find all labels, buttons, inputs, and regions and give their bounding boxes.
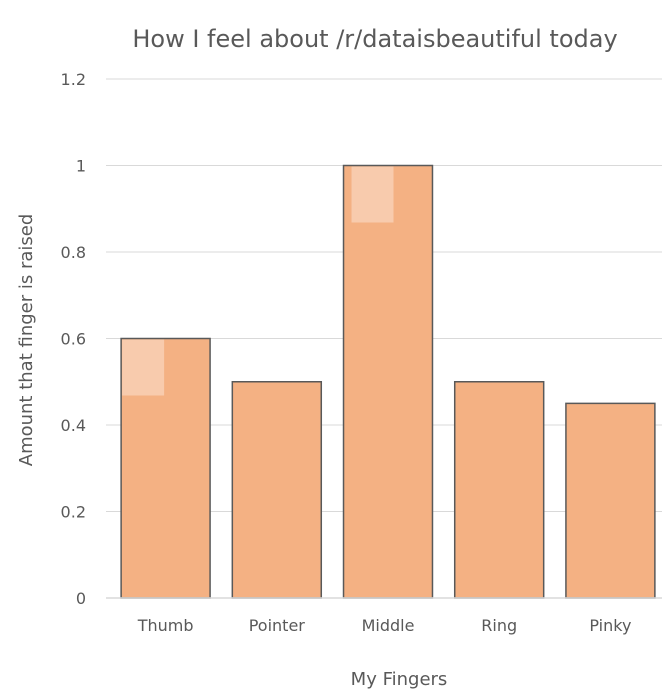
x-tick-label: Ring bbox=[481, 616, 517, 635]
x-tick-label: Pointer bbox=[249, 616, 306, 635]
bars bbox=[120, 164, 656, 599]
y-axis-label: Amount that finger is raised bbox=[16, 214, 37, 467]
bar-pinky bbox=[565, 402, 656, 599]
x-tick-label: Thumb bbox=[137, 616, 194, 635]
fingernail-highlight bbox=[351, 166, 394, 223]
x-tick-label: Middle bbox=[362, 616, 415, 635]
chart-title: How I feel about /r/dataisbeautiful toda… bbox=[132, 25, 617, 53]
y-tick-label: 1 bbox=[76, 157, 86, 176]
x-axis-tick-labels: Thumb Pointer Middle Ring Pinky bbox=[137, 616, 632, 635]
y-tick-label: 0.6 bbox=[61, 330, 86, 349]
y-tick-label: 0.2 bbox=[61, 503, 86, 522]
bar-pointer bbox=[231, 381, 323, 599]
bar-middle bbox=[342, 164, 434, 599]
y-tick-label: 0 bbox=[76, 589, 86, 608]
y-tick-label: 0.4 bbox=[61, 416, 86, 435]
y-tick-label: 1.2 bbox=[61, 70, 86, 89]
y-axis-tick-labels: 0 0.2 0.4 0.6 0.8 1 1.2 bbox=[61, 70, 86, 608]
fingernail-highlight bbox=[122, 339, 165, 396]
bar-ring bbox=[453, 381, 545, 599]
x-axis-label: My Fingers bbox=[351, 669, 448, 690]
y-tick-label: 0.8 bbox=[61, 243, 86, 262]
x-tick-label: Pinky bbox=[589, 616, 631, 635]
